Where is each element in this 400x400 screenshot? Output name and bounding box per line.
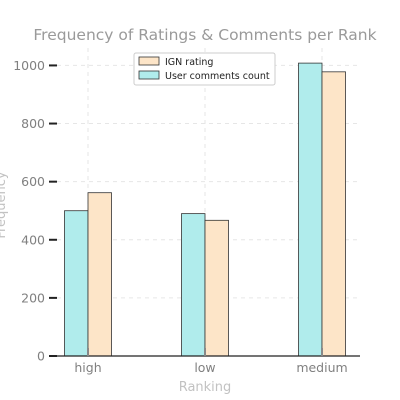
x-tick-label-medium: medium [296, 360, 347, 375]
y-tick-label: 400 [21, 232, 45, 247]
y-tick-label: 800 [21, 116, 45, 131]
y-ticks: 0 200 400 600 800 1000 [13, 58, 57, 364]
x-tick-label-high: high [74, 360, 101, 375]
y-axis-label: Frequency [0, 171, 9, 238]
x-axis-label: Ranking [179, 380, 232, 395]
x-tick-label-low: low [194, 360, 215, 375]
legend-box [133, 52, 276, 86]
chart-title: Frequency of Ratings & Comments per Rank [33, 26, 376, 44]
bar-ign-rating-high [87, 192, 112, 357]
bar-ign-rating-low [204, 219, 229, 357]
legend-label: User comments count [165, 71, 270, 82]
bars [64, 62, 346, 357]
x-ticks: high low medium [74, 348, 348, 375]
y-tick-label: 1000 [13, 58, 45, 73]
bar-user-comments-count-high [64, 210, 89, 357]
legend-swatch [138, 56, 160, 66]
bar-user-comments-count-medium [298, 62, 323, 357]
bar-ign-rating-medium [321, 71, 346, 357]
legend-swatch [138, 70, 160, 80]
legend-label: IGN rating [165, 57, 213, 68]
legend: IGN rating User comments count [133, 52, 276, 86]
y-tick-label: 600 [21, 174, 45, 189]
y-tick-label: 0 [37, 349, 45, 364]
bar-user-comments-count-low [181, 213, 206, 357]
y-tick-label: 200 [21, 290, 45, 305]
